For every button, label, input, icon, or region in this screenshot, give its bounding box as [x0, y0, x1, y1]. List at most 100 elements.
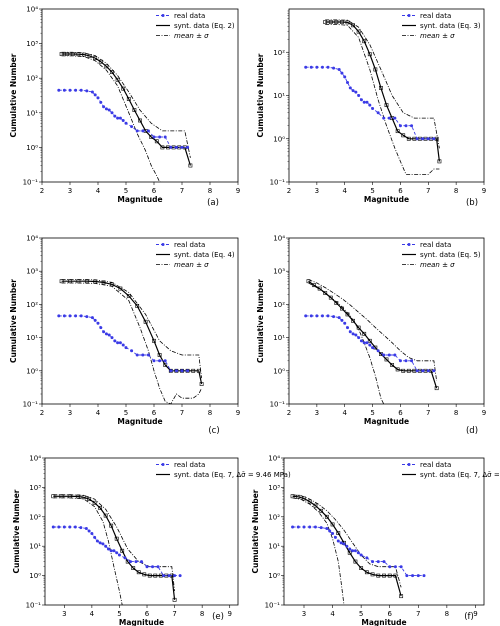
series-upper-line	[61, 279, 202, 379]
series-real-point	[426, 137, 430, 141]
y-tick-label: 10²	[26, 75, 38, 83]
x-axis-label: Magnitude	[117, 417, 162, 426]
series-real-point	[342, 542, 346, 546]
legend: real data synt. data (Eq. 5) mean ± σ	[402, 241, 481, 269]
legend-label-synt: synt. data (Eq. 7, Δσ̄ = 1.42 MPa)	[420, 471, 500, 479]
series-real-point	[104, 332, 108, 336]
series-real-point	[85, 315, 89, 319]
series-synt-point	[319, 508, 324, 513]
y-axis-label: Cumulative Number	[9, 53, 18, 137]
legend-label-mean: mean ± σ	[420, 32, 455, 40]
y-tick-label: 10⁻¹	[265, 602, 281, 610]
series-real-point	[62, 314, 66, 318]
x-tick-label: 5	[124, 409, 128, 417]
series-real-point	[95, 539, 99, 543]
series-real-point	[404, 124, 408, 128]
series-real-point	[162, 574, 166, 578]
series-real-point	[410, 124, 414, 128]
series-synt-point	[364, 570, 369, 575]
series-synt-point	[328, 295, 333, 300]
series-synt-point	[399, 594, 404, 599]
legend-label-real: real data	[420, 12, 451, 20]
x-tick-label: 6	[152, 187, 157, 195]
legend-marker-real	[161, 14, 165, 17]
series-real-point	[93, 318, 97, 322]
plot-frame	[41, 237, 239, 405]
x-tick-label: 2	[287, 409, 291, 417]
series-real-point	[68, 525, 72, 529]
series-real-point	[393, 565, 397, 569]
series-synt-point	[317, 286, 322, 291]
series-real-point	[121, 118, 125, 122]
series-real-point	[130, 349, 134, 353]
series-real-point	[405, 574, 409, 578]
series-real-point	[124, 121, 128, 125]
series-real-point	[302, 525, 306, 529]
x-tick-label: 3	[62, 610, 66, 618]
series-synt-point	[302, 496, 306, 501]
series-real-point	[130, 125, 134, 129]
series-synt-point	[93, 56, 98, 61]
series-synt-point	[132, 108, 137, 112]
series-synt-point	[103, 513, 108, 518]
chart-panel-b: 2 3 4 5 6 7 8 9 10⁻¹ 10⁰ 10¹ 10² Magnitude Cumulative…	[256, 8, 486, 208]
series-real-point	[57, 314, 61, 318]
series-real-point	[115, 551, 119, 555]
series-synt-point	[147, 573, 152, 578]
series-real-point	[357, 336, 361, 340]
series-synt-point	[92, 500, 97, 505]
series-synt-point	[330, 522, 335, 527]
series-real-point	[96, 321, 100, 325]
series-synt-point	[67, 494, 72, 499]
series-real-point	[123, 556, 127, 560]
series-real-point	[73, 525, 77, 529]
plot-frame	[288, 8, 485, 183]
x-tick-label: 4	[330, 610, 335, 618]
series-synt-point	[353, 559, 358, 564]
series-synt-point	[345, 312, 350, 317]
x-tick-label: 4	[342, 409, 347, 417]
series-synt-point	[157, 353, 162, 357]
legend-label-real: real data	[174, 461, 205, 469]
series-upper-line	[308, 279, 437, 381]
series-synt-point	[59, 52, 64, 56]
series-real-point	[141, 129, 145, 133]
series-synt-point	[126, 294, 131, 298]
series-real-point	[85, 89, 89, 93]
legend-label-synt: synt. data (Eq. 4)	[174, 251, 235, 259]
series-real-point	[415, 137, 419, 141]
plot-area	[57, 279, 204, 404]
series-synt-point	[154, 139, 159, 144]
plot-area	[51, 494, 182, 605]
series-synt-point	[76, 494, 80, 499]
series-lower-line	[325, 23, 440, 175]
x-tick-label: 3	[302, 610, 306, 618]
series-synt-point	[65, 52, 70, 56]
series-synt-point	[340, 20, 344, 24]
series-lower-line	[292, 497, 345, 605]
y-tick-label: 10¹	[273, 92, 285, 100]
series-synt-point	[345, 20, 350, 25]
legend-label-synt: synt. data (Eq. 3)	[420, 22, 481, 30]
series-real-point	[333, 535, 337, 539]
series-synt-point	[370, 572, 375, 577]
series-real-point	[74, 88, 78, 92]
panel-label: (c)	[208, 426, 219, 436]
y-tick-label: 10²	[268, 513, 280, 521]
series-synt-point	[81, 495, 86, 500]
series-real-point	[359, 339, 363, 343]
series-real-point	[113, 339, 117, 343]
series-real-point	[304, 314, 308, 318]
series-real-point	[178, 574, 182, 578]
y-tick-label: 10⁴	[26, 6, 38, 14]
series-real-point	[348, 330, 352, 334]
y-tick-label: 10⁰	[268, 572, 280, 580]
x-tick-label: 4	[96, 409, 101, 417]
x-tick-label: 7	[426, 409, 430, 417]
panel-label: (f)	[464, 612, 474, 622]
series-synt-point	[395, 367, 400, 372]
series-real-point	[387, 353, 391, 357]
series-real-point	[421, 369, 425, 373]
series-synt-point	[87, 497, 92, 501]
legend-marker-real	[407, 14, 411, 17]
